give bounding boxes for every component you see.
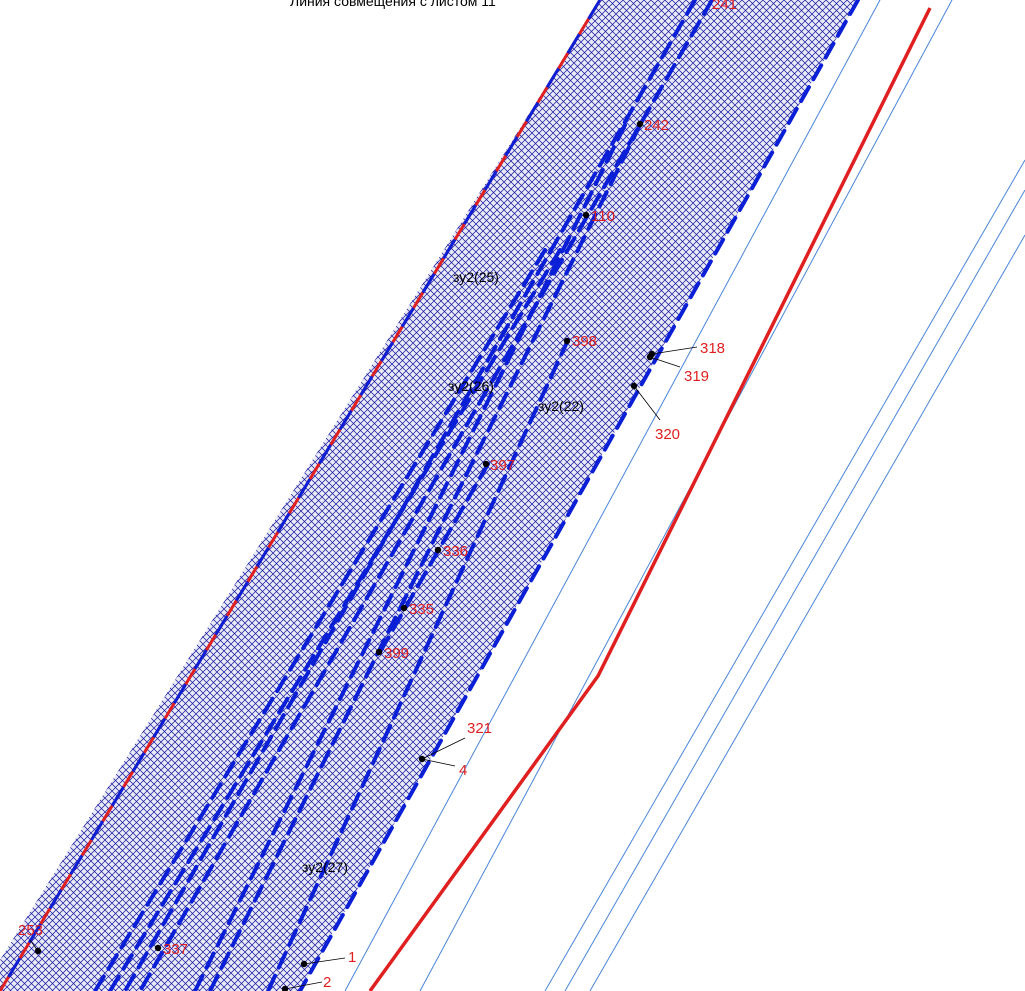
point-label-110: 110 — [591, 208, 615, 225]
point-label-336: 336 — [443, 543, 468, 560]
label-leaders — [29, 346, 698, 990]
point-label-335: 335 — [409, 601, 434, 618]
boundary-zu2-26-a — [108, 248, 562, 991]
hatched-parcel-strip — [0, 0, 858, 991]
point-label-2: 2 — [323, 974, 331, 991]
red-boundary-line — [368, 7, 932, 991]
vertex-336 — [434, 546, 442, 554]
boundary-zu2-25-a — [208, 123, 642, 991]
zone-label-zu2-22: зу2(22) — [538, 398, 584, 414]
vertex-2 — [281, 985, 289, 991]
point-label-321: 321 — [467, 720, 492, 737]
point-label-337: 337 — [163, 941, 188, 958]
vertex-110 — [582, 211, 590, 219]
point-label-397: 397 — [490, 457, 515, 474]
strip-left-blue-boundary — [0, 0, 602, 991]
point-label-398: 398 — [572, 333, 597, 350]
boundary-zu2-26-b — [93, 248, 547, 991]
vertex-398 — [563, 337, 571, 345]
boundary-right-edge — [298, 0, 860, 991]
point-label-318: 318 — [700, 340, 725, 357]
point-label-320: 320 — [655, 426, 680, 443]
vertex-399 — [375, 648, 383, 656]
point-label-4: 4 — [459, 762, 467, 779]
boundary-zu2-22-left — [266, 338, 570, 991]
map-title: Линия совмещения с листом 11 — [290, 0, 496, 9]
vertex-337 — [154, 944, 162, 952]
boundary-central-a — [138, 0, 714, 991]
parcel-boundaries-dashed — [93, 0, 860, 991]
point-label-242: 242 — [644, 117, 669, 134]
zone-label-zu2-25: зу2(25) — [453, 269, 499, 285]
point-label-399: 399 — [384, 645, 409, 662]
zone-label-zu2-26: зу2(26) — [448, 378, 494, 394]
boundary-zu2-25-b — [193, 123, 627, 991]
point-label-319: 319 — [684, 368, 709, 385]
boundary-central-b — [123, 0, 697, 991]
point-label-241: 241 — [712, 0, 737, 13]
point-label-1: 1 — [348, 949, 356, 966]
vertex-242 — [636, 120, 644, 128]
zone-label-zu2-27: зу2(27) — [302, 859, 348, 875]
vertex-335 — [400, 604, 408, 612]
boundary-zu2-22-inner — [378, 462, 490, 654]
vertex-397 — [482, 460, 490, 468]
point-label-253: 253 — [18, 922, 43, 939]
